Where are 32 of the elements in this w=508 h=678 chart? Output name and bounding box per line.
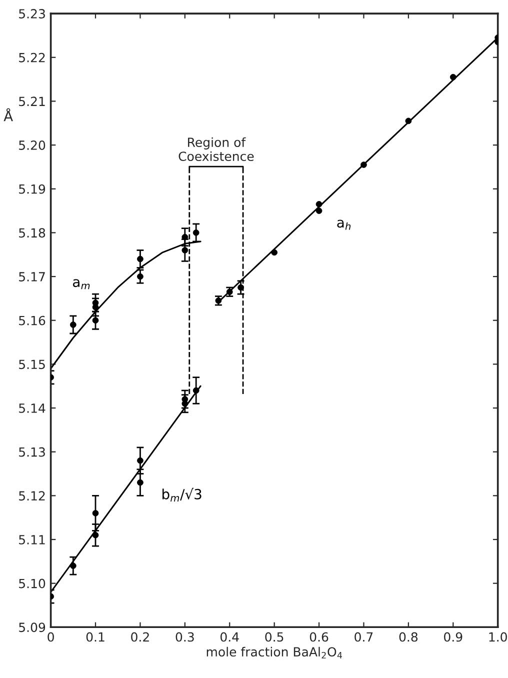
y-tick-label: 5.16 bbox=[19, 316, 46, 326]
x-tick-label: 0.2 bbox=[131, 632, 149, 642]
y-tick-label: 5.19 bbox=[19, 184, 46, 194]
x-tick-label: 1.0 bbox=[489, 632, 507, 642]
x-tick-label: 0.8 bbox=[399, 632, 418, 642]
y-tick-label: 5.17 bbox=[19, 272, 45, 282]
y-tick-label: 5.14 bbox=[19, 404, 46, 413]
annotation: Region of Coexistence bbox=[178, 137, 254, 162]
series-label: a$_{m}$ bbox=[73, 279, 90, 290]
y-tick-label: 5.20 bbox=[19, 140, 46, 150]
x-axis-title: mole fraction BaAl$_{2}$O$_{4}$ bbox=[206, 646, 342, 658]
x-tick-label: 0.7 bbox=[354, 632, 373, 642]
y-tick-label: 5.18 bbox=[19, 228, 46, 238]
x-tick-label: 0.5 bbox=[265, 632, 284, 642]
x-tick-label: 0 bbox=[48, 632, 54, 642]
series-label: a$_{h}$ bbox=[337, 220, 351, 230]
y-tick-label: 5.12 bbox=[19, 491, 45, 501]
y-tick-label: 5.09 bbox=[19, 622, 46, 632]
x-tick-label: 0.3 bbox=[176, 632, 194, 642]
y-tick-label: 5.22 bbox=[19, 52, 45, 62]
y-tick-label: 5.15 bbox=[19, 360, 45, 370]
y-tick-label: 5.13 bbox=[19, 447, 45, 457]
y-tick-label: 5.11 bbox=[19, 535, 45, 544]
y-axis-title: Å bbox=[4, 108, 13, 122]
x-tick-label: 0.6 bbox=[310, 632, 328, 642]
y-tick-label: 5.23 bbox=[19, 9, 45, 18]
x-tick-label: 0.1 bbox=[86, 632, 104, 642]
series-label: b$_{m}$/√3 bbox=[162, 488, 202, 502]
x-tick-label: 0.4 bbox=[220, 632, 239, 642]
y-tick-label: 5.10 bbox=[19, 578, 46, 588]
x-tick-label: 0.9 bbox=[444, 632, 462, 642]
y-tick-label: 5.21 bbox=[19, 96, 45, 106]
